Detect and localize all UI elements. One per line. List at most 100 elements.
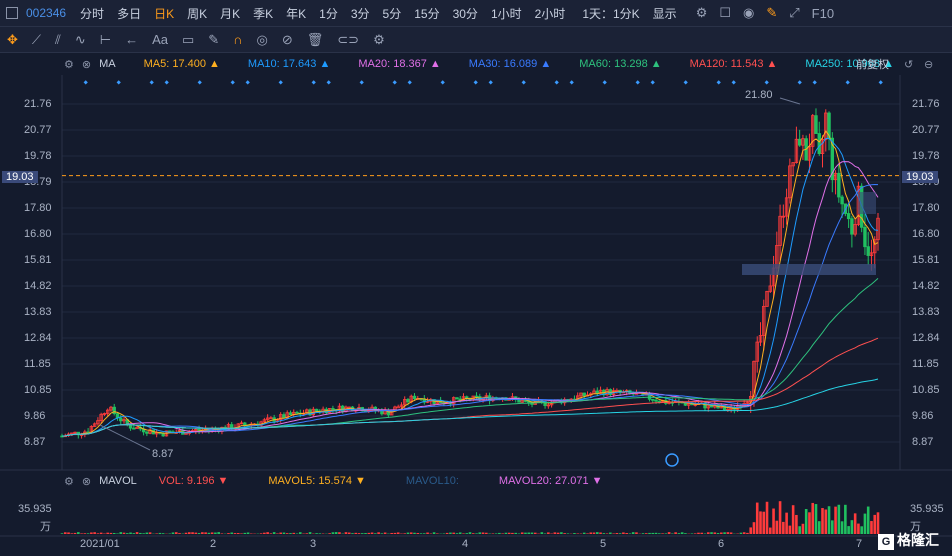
magnet-icon[interactable]: ∩ xyxy=(233,32,243,47)
volume-bar xyxy=(524,532,527,534)
candle-body xyxy=(837,172,841,198)
candle-body xyxy=(850,218,854,235)
candle-body xyxy=(262,419,267,423)
tab-timeframe[interactable]: 周K xyxy=(187,6,208,21)
checkbox-icon[interactable]: ☐ xyxy=(719,5,731,20)
volume-bar xyxy=(609,532,612,534)
volume-bar xyxy=(471,533,475,534)
tab-timeframe[interactable]: 3分 xyxy=(350,6,370,21)
event-marker xyxy=(845,80,850,85)
volume-bar xyxy=(857,523,860,534)
tab-timeframe[interactable]: 15分 xyxy=(414,6,440,21)
price-tick: 16.80 xyxy=(912,228,940,240)
volume-bar xyxy=(658,533,661,534)
volume-bar xyxy=(423,533,426,534)
channel-icon[interactable]: ⫽ xyxy=(55,31,61,47)
volume-bar xyxy=(93,532,96,534)
tab-timeframe[interactable]: 2小时 xyxy=(534,6,566,21)
candle-body xyxy=(99,413,103,422)
volume-bar xyxy=(122,532,126,534)
gear-icon[interactable]: ⚙ xyxy=(373,31,385,47)
minimize-icon[interactable]: ⊖ xyxy=(924,58,934,71)
volume-bar xyxy=(73,532,77,534)
close-icon[interactable]: ⊗ xyxy=(81,58,92,71)
candle-body xyxy=(461,396,466,401)
date-tick: 3 xyxy=(310,538,317,550)
close-icon[interactable]: ⊗ xyxy=(81,475,92,488)
wave-icon[interactable]: ∿ xyxy=(74,31,86,47)
candle-body xyxy=(781,215,786,218)
top-bar: 002346 分时 多日 日K 周K 月K 季K 年K 1分 3分 5分 15分 30分 1小时 2小时 … xyxy=(0,0,952,27)
current-price-right: 19.03 xyxy=(902,171,938,183)
volume-bar xyxy=(403,533,407,534)
range-dropdown[interactable]: 1天：1分K xyxy=(582,6,640,21)
candle-body xyxy=(161,432,165,437)
pen-icon[interactable]: ✎ xyxy=(208,31,220,47)
undo-icon[interactable]: ↺ xyxy=(904,58,914,71)
tab-timeframe[interactable]: 5分 xyxy=(382,6,402,21)
comment-icon[interactable]: ▭ xyxy=(181,31,195,47)
volume-bar xyxy=(112,532,116,534)
volume-bar xyxy=(661,533,664,534)
tab-timeframe[interactable]: 多日 xyxy=(117,6,142,21)
volume-bar xyxy=(148,532,152,534)
tab-timeframe[interactable]: 30分 xyxy=(452,6,478,21)
tab-timeframe[interactable]: 分时 xyxy=(80,6,105,21)
adjust-label[interactable]: 前复权 xyxy=(856,59,889,71)
candle-body xyxy=(406,399,410,403)
tab-timeframe[interactable]: 1分 xyxy=(319,6,338,21)
volume-bar xyxy=(187,532,191,534)
line-icon[interactable]: ⟋ xyxy=(31,31,42,47)
volume-bar xyxy=(553,532,557,534)
tab-timeframe[interactable]: 日K xyxy=(154,6,175,21)
candle-body xyxy=(576,395,580,400)
candle-body xyxy=(265,417,270,421)
display-dropdown[interactable]: 显示 xyxy=(652,6,677,21)
volume-bar xyxy=(80,533,83,534)
arrow-icon[interactable]: ← xyxy=(125,32,139,47)
vol-legend-item: VOL: 9.196 ▼ xyxy=(158,475,229,487)
date-tick: 6 xyxy=(718,538,725,550)
tab-timeframe[interactable]: 1小时 xyxy=(490,6,522,21)
gear-icon[interactable]: ⚙ xyxy=(695,5,708,20)
price-tick: 20.77 xyxy=(24,124,52,136)
stock-code[interactable]: 002346 xyxy=(26,6,67,20)
volume-bar xyxy=(360,533,364,534)
candle-body xyxy=(269,417,273,420)
event-marker xyxy=(197,80,202,85)
event-marker xyxy=(797,80,802,85)
vol-legend-item: MAVOL20: 27.071 ▼ xyxy=(498,475,603,487)
candle-body xyxy=(520,400,524,403)
ma-legend-item: MA5: 17.400 ▲ xyxy=(143,58,220,70)
eye-icon[interactable]: ◎ xyxy=(256,31,268,47)
tab-timeframe[interactable]: 年K xyxy=(286,6,307,21)
camera-icon[interactable]: ◉ xyxy=(743,5,755,20)
tab-timeframe[interactable]: 季K xyxy=(253,6,274,21)
annotation-leader xyxy=(99,424,151,451)
volume-bar xyxy=(272,532,276,534)
eye-off-icon[interactable]: ⊘ xyxy=(281,31,293,47)
crosshair-icon[interactable]: ✥ xyxy=(7,31,18,47)
candle-body xyxy=(314,408,319,412)
text-tool[interactable]: Aa xyxy=(152,32,168,47)
fullscreen-icon[interactable]: ⤢ xyxy=(789,5,800,20)
volume-bar xyxy=(530,532,534,534)
tab-timeframe[interactable]: 月K xyxy=(220,6,241,21)
draw-icon[interactable]: ✎ xyxy=(766,5,778,20)
measure-icon[interactable]: ⊢ xyxy=(99,31,112,47)
volume-bar xyxy=(599,532,602,534)
volume-bar xyxy=(543,533,547,534)
candle-body xyxy=(863,226,867,248)
link-icon[interactable]: ⊂⊃ xyxy=(337,31,360,47)
settings-icon[interactable]: ⚙ xyxy=(64,475,74,488)
price-tick: 11.85 xyxy=(24,358,51,370)
event-marker xyxy=(392,80,397,85)
volume-bar xyxy=(233,533,237,534)
f10-button[interactable]: F10 xyxy=(811,5,835,21)
trash-icon[interactable]: 🗑 xyxy=(306,31,324,47)
candle-body xyxy=(873,239,877,254)
candle-body xyxy=(451,397,456,405)
settings-icon[interactable]: ⚙ xyxy=(64,58,74,71)
sidebar-toggle-icon[interactable] xyxy=(6,7,18,19)
